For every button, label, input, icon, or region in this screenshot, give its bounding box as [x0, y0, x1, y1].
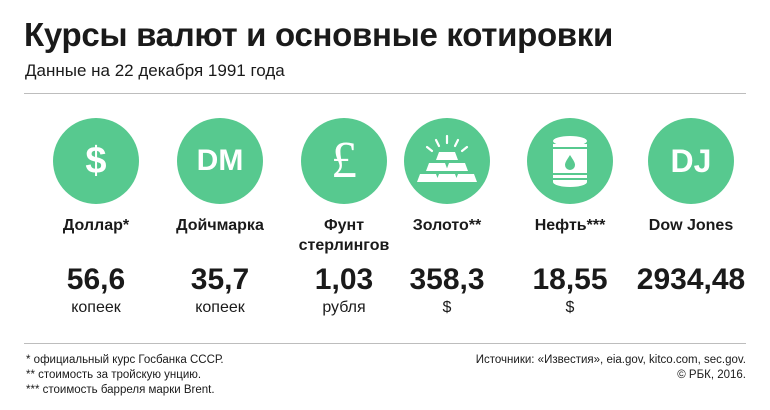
top-divider — [24, 93, 746, 94]
dow-jones-icon: DJ — [648, 118, 734, 204]
quote-deutsche-mark: DM Дойчмарка 35,7 копеек — [157, 0, 283, 343]
quote-label: Нефть*** — [534, 217, 606, 234]
quote-value: 18,55 — [532, 263, 608, 296]
quote-label: Фунт стерлингов — [298, 217, 390, 254]
quote-value: 2934,48 — [636, 263, 746, 296]
footnotes: * официальный курс Госбанка СССР. ** сто… — [26, 353, 224, 398]
quote-unit: рубля — [322, 299, 366, 316]
quotes-row: $ Доллар* 56,6 копеек DM Дойчмарка 35,7 … — [33, 0, 754, 343]
page-subtitle: Данные на 22 декабря 1991 года — [25, 61, 285, 80]
deutsche-mark-icon: DM — [177, 118, 263, 204]
oil-barrel-icon — [527, 118, 613, 204]
pound-glyph: £ — [331, 132, 357, 189]
page-title: Курсы валют и основные котировки — [24, 16, 613, 53]
quote-dollar: $ Доллар* 56,6 копеек — [33, 0, 159, 343]
footnote: *** стоимость барреля марки Brent. — [26, 384, 215, 396]
bottom-divider — [24, 343, 746, 344]
quote-oil: Нефть*** 18,55 $ — [507, 0, 633, 343]
copyright: © РБК, 2016. — [677, 369, 746, 381]
oil-barrel-svg — [553, 136, 587, 187]
quote-value: 56,6 — [66, 263, 126, 296]
dollar-glyph: $ — [85, 140, 107, 182]
pound-sterling-icon: £ — [301, 118, 387, 204]
quote-label: Дойчмарка — [176, 217, 264, 234]
dollar-icon: $ — [53, 118, 139, 204]
quote-pound-sterling: £ Фунт стерлингов 1,03 рубля — [281, 0, 407, 343]
quote-value: 358,3 — [409, 263, 485, 296]
quote-gold: Золото** 358,3 $ — [384, 0, 510, 343]
quote-value: 35,7 — [190, 263, 250, 296]
sources-line: Источники: «Известия», eia.gov, kitco.co… — [475, 354, 746, 366]
quote-dow-jones: DJ Dow Jones 2934,48 — [628, 0, 754, 343]
quote-label: Dow Jones — [648, 217, 734, 234]
quote-value: 1,03 — [314, 263, 374, 296]
footnote: * официальный курс Госбанка СССР. — [26, 354, 224, 366]
quote-unit: $ — [565, 299, 575, 316]
footnote: ** стоимость за тройскую унцию. — [26, 369, 202, 381]
dow-jones-glyph: DJ — [670, 143, 712, 179]
gold-bars-svg — [417, 134, 477, 182]
quote-unit: $ — [442, 299, 452, 316]
quote-unit: копеек — [195, 299, 245, 316]
quote-unit: копеек — [71, 299, 121, 316]
quote-label: Доллар* — [62, 217, 130, 234]
deutsche-mark-glyph: DM — [196, 144, 244, 177]
gold-bars-icon — [404, 118, 490, 204]
quote-label: Золото** — [412, 217, 482, 234]
sources: Источники: «Известия», eia.gov, kitco.co… — [476, 353, 746, 383]
